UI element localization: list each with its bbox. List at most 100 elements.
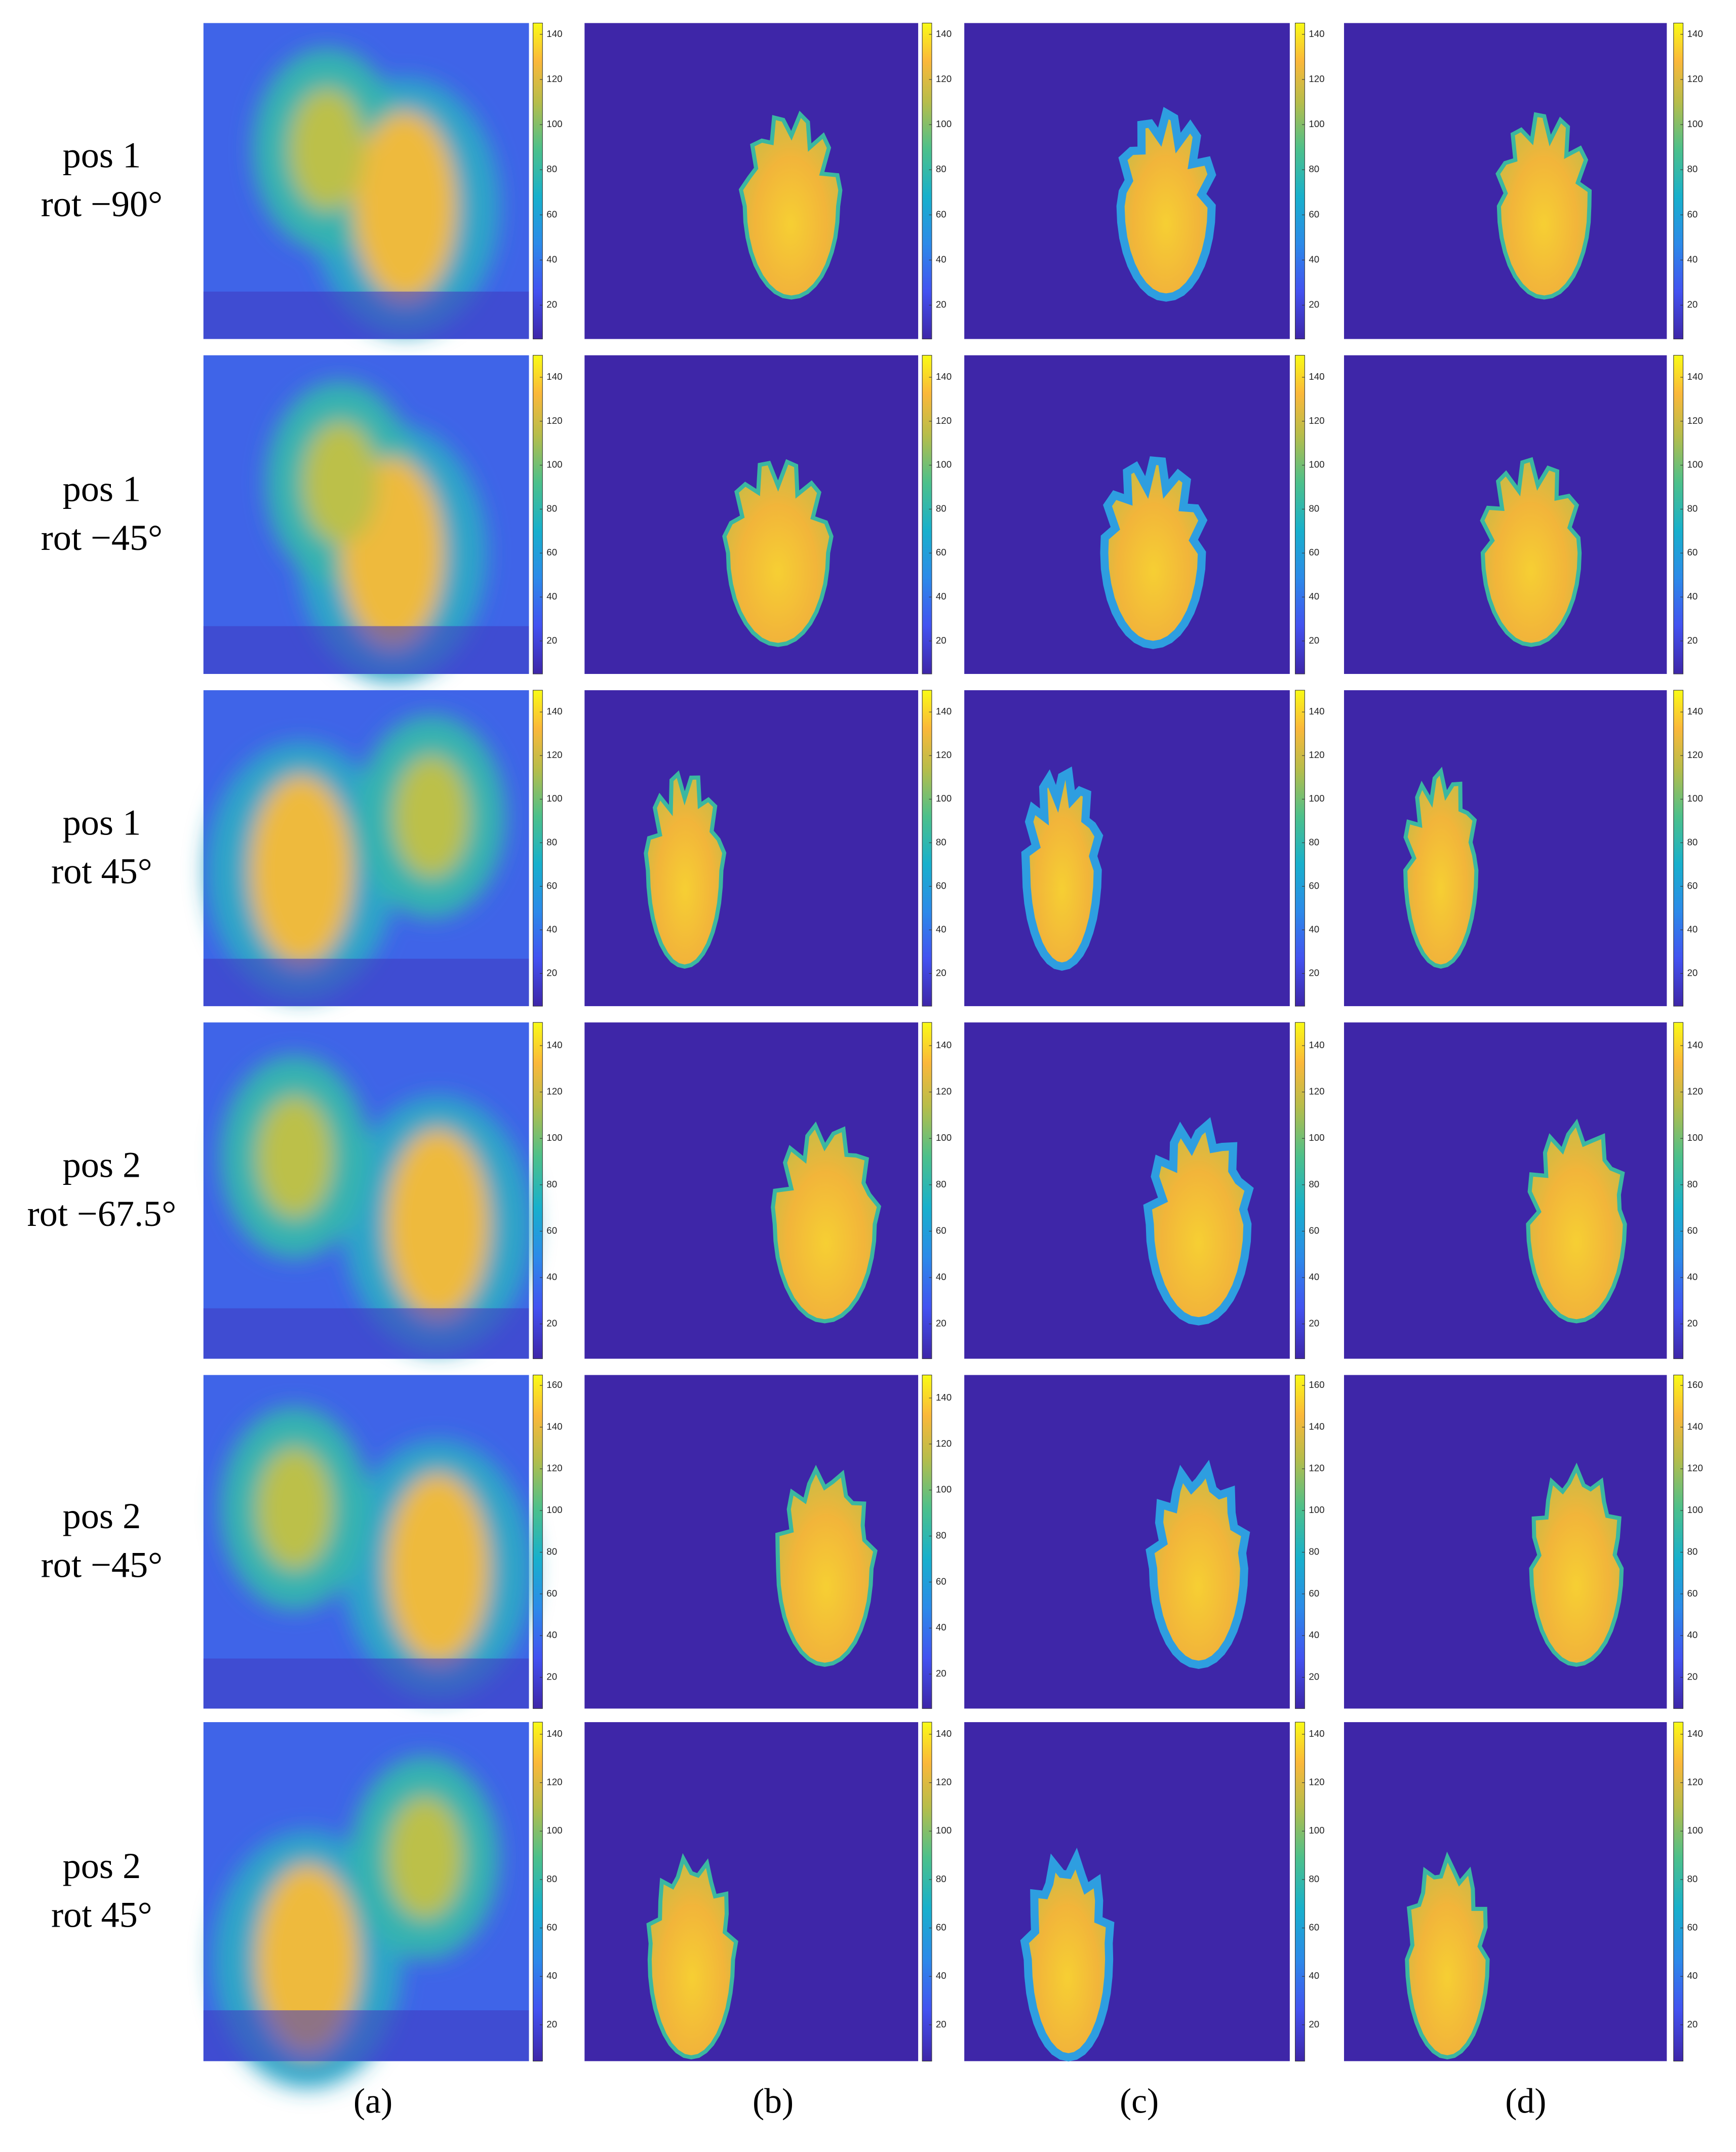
colorbar	[1295, 1722, 1305, 2062]
row-label: rot 45°	[51, 851, 152, 892]
colorbar-tick-label: 140	[1309, 1728, 1324, 1739]
colorbar	[922, 355, 932, 674]
segmented-region	[1100, 456, 1208, 649]
colorbar-tick-label: 140	[546, 706, 562, 716]
image-background	[964, 690, 1290, 1007]
colorbar	[532, 355, 543, 674]
image-blobs	[265, 381, 488, 682]
colorbar-tick-label: 80	[936, 1874, 946, 1884]
colorbar-tick-label: 140	[936, 706, 952, 716]
colorbar-tick-label: 60	[1687, 209, 1698, 219]
colorbar-tick-label: 20	[1309, 1671, 1319, 1682]
colorbar-tick-label: 20	[936, 2019, 946, 2029]
colorbar-tick-label: 140	[1687, 28, 1703, 39]
segmented-region	[1405, 1851, 1490, 2060]
segmented-region	[1495, 112, 1592, 300]
colorbar-tick-label: 120	[1309, 749, 1324, 760]
colorbar-tick-label: 100	[546, 1825, 562, 1836]
colorbar-tick-label: 120	[936, 1438, 952, 1449]
colorbar-tick-label: 140	[1687, 371, 1703, 382]
colorbar-tick-label: 80	[1687, 836, 1698, 847]
row-label: rot 45°	[51, 1894, 152, 1935]
colorbar	[922, 1722, 932, 2062]
colorbar-tick-label: 140	[1687, 1421, 1703, 1431]
panel	[1344, 1375, 1667, 1709]
colorbar-tick-label: 80	[936, 503, 946, 513]
colorbar	[922, 690, 932, 1007]
colorbar-tick-label: 20	[936, 635, 946, 646]
colorbar-tick-label: 100	[936, 118, 952, 129]
colorbar-tick-label: 60	[1309, 547, 1319, 557]
colorbar-tick-label: 100	[936, 793, 952, 804]
colorbar-tick-label: 80	[936, 1530, 946, 1540]
colorbar-tick-label: 100	[936, 1484, 952, 1495]
colorbar	[532, 22, 543, 340]
colorbar-tick-label: 20	[1687, 635, 1698, 646]
colorbar-tick-label: 140	[936, 28, 952, 39]
colorbar-tick-label: 40	[936, 254, 946, 264]
colorbar-tick-label: 40	[1309, 924, 1319, 934]
colorbar-tick-label: 40	[1687, 591, 1698, 602]
blob-core	[353, 111, 457, 301]
image-bottom	[203, 291, 529, 339]
colorbar-tick-label: 60	[1687, 1225, 1698, 1236]
row-label: rot −45°	[41, 1545, 163, 1585]
colorbar-tick-label: 60	[936, 1922, 946, 1933]
colorbar-tick-label: 100	[936, 1132, 952, 1143]
colorbar-tick-label: 120	[546, 1086, 562, 1097]
blob-core	[289, 88, 365, 211]
panel	[964, 690, 1290, 1007]
segmented-region	[775, 1464, 878, 1667]
colorbar-tick-label: 80	[1309, 503, 1319, 513]
colorbar-tick-label: 100	[1309, 1504, 1324, 1515]
panel	[203, 23, 529, 339]
colorbar-tick-label: 20	[936, 967, 946, 978]
colorbar-tick-label: 140	[546, 1040, 562, 1050]
blob-core	[249, 775, 353, 966]
colorbar-tick-label: 40	[1687, 1271, 1698, 1282]
colorbar-tick-label: 100	[546, 793, 562, 804]
panel	[1344, 1022, 1667, 1359]
colorbar	[1295, 690, 1305, 1007]
colorbar-tick-label: 140	[936, 1728, 952, 1739]
colorbar-tick-label: 120	[1309, 1463, 1324, 1473]
panel	[584, 690, 919, 1007]
colorbar-tick-label: 80	[1309, 836, 1319, 847]
colorbar-tick-label: 40	[546, 1970, 557, 1981]
row-label: pos 1	[63, 469, 141, 509]
colorbar	[532, 1374, 543, 1709]
colorbar-tick-label: 120	[546, 1463, 562, 1473]
colorbar-tick-label: 40	[546, 591, 557, 602]
colorbar-tick-label: 140	[1309, 1040, 1324, 1050]
column-label: (c)	[1120, 2082, 1159, 2121]
colorbar-tick-label: 40	[1687, 254, 1698, 264]
segmented-region	[771, 1121, 882, 1324]
colorbar-tick-label: 140	[936, 371, 952, 382]
colorbar-tick-label: 80	[546, 836, 557, 847]
colorbar-tick-label: 140	[1309, 1421, 1324, 1431]
colorbar-tick-label: 40	[546, 924, 557, 934]
colorbar-tick-label: 80	[546, 503, 557, 513]
segmented-region	[1021, 766, 1103, 971]
colorbar-tick-label: 60	[936, 880, 946, 891]
colorbar-tick-label: 140	[936, 1040, 952, 1050]
colorbar-tick-label: 140	[546, 1421, 562, 1431]
segmented-region	[1143, 1117, 1254, 1326]
blob-core	[386, 1129, 490, 1320]
colorbar-tick-label: 20	[936, 1318, 946, 1329]
colorbar-tick-label: 80	[1309, 1179, 1319, 1189]
colorbar-tick-label: 100	[1309, 459, 1324, 470]
colorbar-tick-label: 120	[1687, 1777, 1703, 1787]
colorbar-tick-label: 160	[546, 1379, 562, 1390]
colorbar-tick-label: 60	[546, 209, 557, 219]
colorbar-tick-label: 120	[936, 1777, 952, 1787]
colorbar-tick-label: 60	[546, 1922, 557, 1933]
colorbar-tick-label: 20	[1309, 635, 1319, 646]
panel	[203, 355, 529, 682]
image-background	[964, 1722, 1290, 2061]
image-background	[1344, 690, 1667, 1007]
image-bottom	[203, 2010, 529, 2061]
segmented-region	[646, 1853, 738, 2060]
colorbar-tick-label: 40	[1309, 1629, 1319, 1640]
column-label: (d)	[1505, 2082, 1546, 2121]
